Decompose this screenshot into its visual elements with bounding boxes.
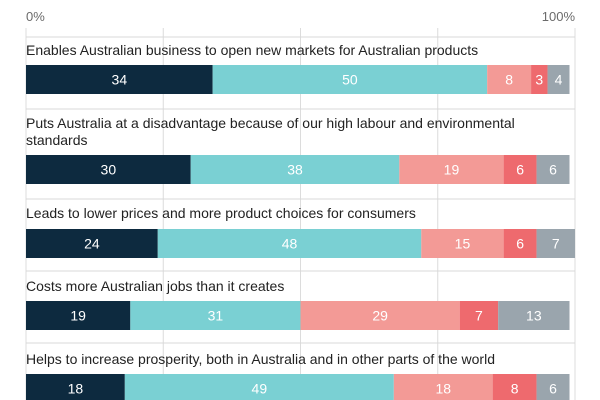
chart-row: Leads to lower prices and more product c… xyxy=(26,198,575,258)
category-label: Leads to lower prices and more product c… xyxy=(26,205,416,221)
data-label: 6 xyxy=(516,162,524,178)
bar-segment xyxy=(421,229,504,258)
chart-row: Helps to increase prosperity, both in Au… xyxy=(26,342,575,400)
chart-row: Puts Australia at a disadvantage because… xyxy=(26,108,575,184)
bar-segment xyxy=(536,374,570,400)
category-label: Enables Australian business to open new … xyxy=(26,42,478,58)
bar-segment xyxy=(492,374,537,400)
bar-segment xyxy=(157,229,422,258)
data-label: 18 xyxy=(435,381,451,397)
data-label: 6 xyxy=(516,236,524,252)
data-label: 50 xyxy=(342,72,358,88)
category-label: Costs more Australian jobs than it creat… xyxy=(26,278,284,294)
bar-segment xyxy=(26,155,191,184)
data-label: 13 xyxy=(526,308,542,324)
data-label: 38 xyxy=(287,162,303,178)
bar-segment xyxy=(26,374,125,400)
chart-row: Costs more Australian jobs than it creat… xyxy=(26,270,575,330)
data-label: 34 xyxy=(112,72,128,88)
bar-segment xyxy=(536,155,570,184)
data-label: 4 xyxy=(555,72,563,88)
data-label: 15 xyxy=(455,236,471,252)
category-label: Helps to increase prosperity, both in Au… xyxy=(26,351,495,367)
bar-segment xyxy=(26,229,158,258)
data-label: 18 xyxy=(68,381,84,397)
bar-segment xyxy=(547,65,570,94)
category-label: Puts Australia at a disadvantage because… xyxy=(26,115,515,148)
bar-segment xyxy=(459,301,499,330)
bar-segment xyxy=(399,155,504,184)
bar-segment xyxy=(536,229,575,258)
data-label: 8 xyxy=(505,72,513,88)
bar-segment xyxy=(212,65,488,94)
bar-segment xyxy=(26,65,213,94)
bar-segment xyxy=(498,301,570,330)
bar-segment xyxy=(130,301,301,330)
data-label: 48 xyxy=(282,236,298,252)
data-label: 29 xyxy=(372,308,388,324)
data-label: 8 xyxy=(511,381,519,397)
data-label: 6 xyxy=(549,381,557,397)
data-label: 31 xyxy=(208,308,224,324)
data-label: 49 xyxy=(252,381,268,397)
chart-row: Enables Australian business to open new … xyxy=(26,36,575,94)
bar-segment xyxy=(26,301,131,330)
data-label: 7 xyxy=(552,236,560,252)
data-label: 6 xyxy=(549,162,557,178)
axis-max-label: 100% xyxy=(542,9,576,24)
bar-segment xyxy=(503,155,537,184)
bar-segment xyxy=(393,374,493,400)
bar-segment xyxy=(503,229,537,258)
axis-min-label: 0% xyxy=(26,9,45,24)
data-label: 19 xyxy=(444,162,460,178)
chart-rows: Enables Australian business to open new … xyxy=(26,36,575,400)
data-label: 24 xyxy=(84,236,100,252)
bar-segment xyxy=(190,155,400,184)
bar-segment xyxy=(124,374,394,400)
data-label: 30 xyxy=(101,162,117,178)
bar-segment xyxy=(487,65,532,94)
data-label: 3 xyxy=(535,72,543,88)
bar-segment xyxy=(531,65,548,94)
bar-segment xyxy=(300,301,460,330)
data-label: 19 xyxy=(70,308,86,324)
data-label: 7 xyxy=(475,308,483,324)
